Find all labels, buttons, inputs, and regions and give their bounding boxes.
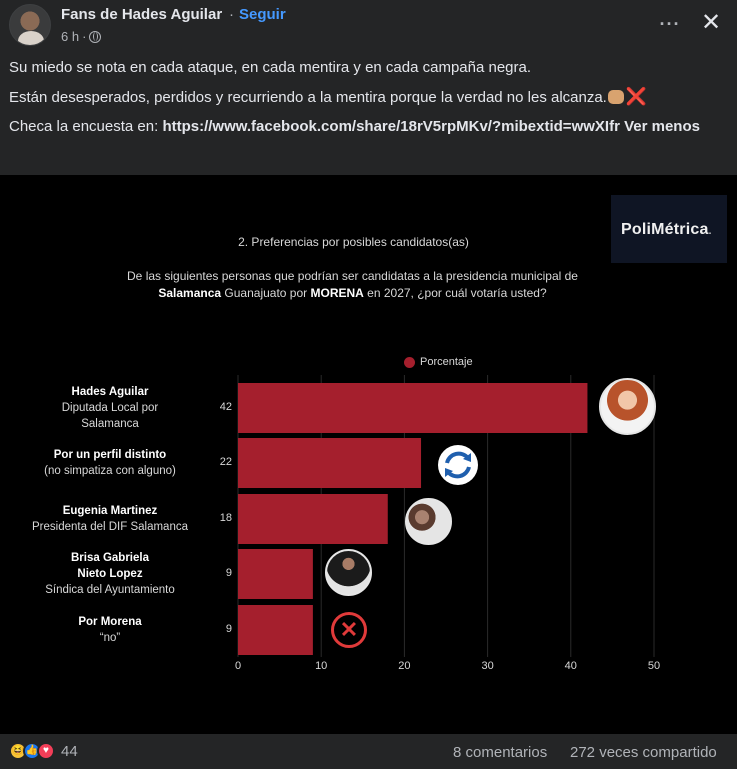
bar-value-label: 42: [219, 401, 232, 413]
x-tick-label: 10: [315, 660, 328, 672]
follow-button[interactable]: Seguir: [239, 6, 286, 23]
category-subtitle: Síndica del Ayuntamiento: [45, 584, 175, 596]
post-link[interactable]: https://www.facebook.com/share/18rV5rpMK…: [162, 118, 620, 135]
x-tick-label: 20: [398, 660, 411, 672]
more-icon[interactable]: ···: [659, 14, 681, 34]
bar: [238, 438, 422, 488]
bar: [238, 494, 388, 544]
post-footer: 😆 👍 ♥ 44 8 comentarios 272 veces compart…: [0, 734, 737, 769]
brisa-nieto-photo: [325, 549, 372, 596]
avatar[interactable]: [9, 4, 51, 46]
category-name: Brisa Gabriela Nieto Lopez: [71, 552, 149, 580]
meta-separator: ·: [82, 29, 87, 44]
eugenia-martinez-photo: [405, 498, 452, 545]
category-subtitle: Presidenta del DIF Salamanca: [32, 521, 188, 533]
post-line-2-text: Están desesperados, perdidos y recurrien…: [9, 89, 607, 106]
question-bold-1: Salamanca: [158, 286, 222, 300]
post-header: Fans de Hades Aguilar · Seguir 6 h · ···…: [0, 0, 737, 54]
reactions[interactable]: 😆 👍 ♥ 44: [9, 742, 78, 760]
question-part-2: Guanajuato por: [221, 286, 311, 300]
x-circle-icon: ✕: [331, 612, 367, 648]
post-line-2: Están desesperados, perdidos y recurrien…: [9, 87, 729, 108]
category-label: Por Morena “no”: [10, 614, 210, 646]
category-name: Eugenia Martinez: [62, 505, 158, 517]
category-label: Hades Aguilar Diputada Local por Salamanc…: [10, 384, 210, 432]
chart-legend: Porcentaje: [404, 356, 473, 368]
logo-word: PoliMétrica: [621, 221, 709, 238]
category-name: Por Morena: [78, 616, 142, 628]
love-reaction-icon: ♥: [37, 742, 55, 760]
refresh-icon-svg: [445, 451, 471, 479]
x-tick-label: 50: [647, 660, 661, 672]
post-line-3-prefix: Checa la encuesta en:: [9, 118, 163, 135]
post-text: Su miedo se nota en cada ataque, en cada…: [9, 58, 729, 146]
question-part-1: De las siguientes personas que podrían s…: [127, 269, 578, 283]
cross-emoji-icon: ❌: [625, 87, 648, 106]
bar-value-label: 9: [225, 623, 232, 635]
category-label: Brisa Gabriela Nieto Lopez Síndica del Ay…: [10, 550, 210, 598]
category-name: Por un perfil distinto: [53, 449, 167, 461]
fist-emoji-icon: [607, 90, 624, 104]
logo-text: PoliMétrica.: [621, 221, 712, 239]
bar-chart: [237, 375, 655, 657]
bar-value-label: 22: [219, 456, 232, 468]
refresh-icon: [438, 445, 478, 485]
see-less-link[interactable]: Ver menos: [624, 118, 700, 135]
bar: [238, 383, 588, 433]
x-tick-label: 0: [234, 660, 242, 672]
comments-count[interactable]: 8 comentarios: [453, 744, 548, 761]
x-tick-label: 40: [564, 660, 577, 672]
post-meta: 6 h ·: [61, 29, 102, 44]
category-subtitle: “no”: [99, 632, 121, 644]
separator: ·: [229, 6, 234, 23]
hades-aguilar-photo: [599, 378, 656, 435]
bar-value-label: 9: [225, 567, 232, 579]
category-label: Por un perfil distinto (no simpatiza con …: [10, 447, 210, 479]
legend-swatch: [404, 356, 415, 368]
post-line-1: Su miedo se nota en cada ataque, en cada…: [9, 59, 532, 76]
bar: [238, 605, 313, 655]
category-subtitle: (no simpatiza con alguno): [44, 465, 176, 477]
legend-label: Porcentaje: [420, 356, 473, 368]
reaction-count[interactable]: 44: [61, 742, 78, 760]
category-subtitle: Diputada Local por Salamanca: [61, 402, 159, 430]
logo-dot: .: [708, 226, 712, 237]
polimetrica-logo: PoliMétrica.: [611, 195, 727, 263]
page-name[interactable]: Fans de Hades Aguilar: [61, 6, 223, 23]
x-tick-label: 30: [481, 660, 494, 672]
post-time[interactable]: 6 h: [61, 29, 80, 44]
question-part-3: en 2027, ¿por cuál votaría usted?: [363, 286, 547, 300]
category-name: Hades Aguilar: [71, 386, 149, 398]
survey-question: De las siguientes personas que podrían s…: [40, 268, 665, 302]
category-label: Eugenia Martinez Presidenta del DIF Salam…: [10, 503, 210, 535]
post-line-3: Checa la encuesta en: https://www.facebo…: [9, 117, 729, 137]
question-bold-2: MORENA: [310, 286, 364, 300]
globe-icon: [89, 30, 102, 43]
post-image[interactable]: PoliMétrica. 2. Preferencias por posible…: [0, 175, 737, 734]
bar: [238, 549, 313, 599]
close-icon[interactable]: ✕: [700, 9, 722, 36]
shares-count[interactable]: 272 veces compartido: [570, 744, 717, 761]
chart-title: 2. Preferencias por posibles candidatos(…: [238, 235, 469, 249]
bar-value-label: 18: [219, 512, 232, 524]
